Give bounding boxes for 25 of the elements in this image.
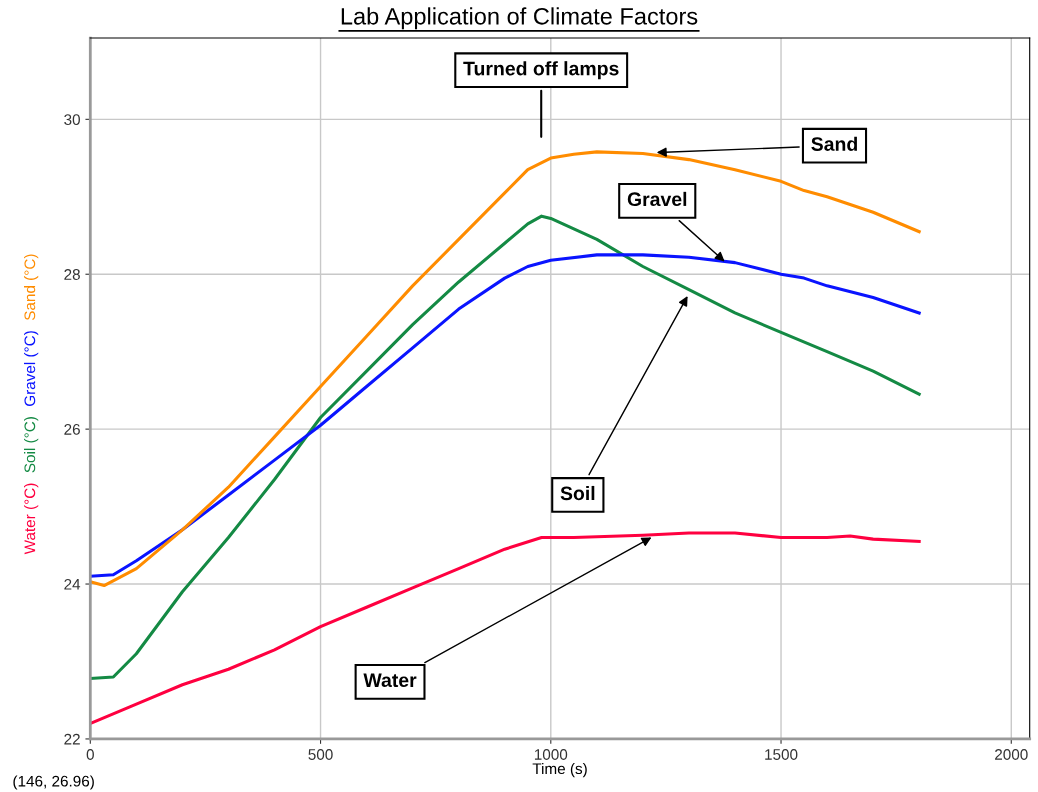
annotation: Turned off lamps — [463, 61, 619, 80]
x-tick-label: 1500 — [765, 749, 798, 760]
line-series — [90, 150, 921, 588]
x-tick-label: 1000 — [534, 749, 568, 760]
x-axis-title: Time (s) — [532, 762, 587, 778]
y-tick-label: 24 — [64, 578, 81, 590]
y-tick-label: 28 — [64, 269, 80, 280]
x-tick-label: 2000 — [995, 749, 1028, 760]
text: Gravel (°C) — [24, 331, 39, 406]
y-tick-label: 22 — [64, 733, 80, 745]
text: Sand (°C) — [24, 254, 39, 321]
text: (146, 26.96) — [13, 775, 94, 790]
annotation: Gravel — [627, 191, 687, 207]
text: Water (°C) — [24, 483, 39, 555]
annotation: Soil — [560, 485, 595, 501]
line-series — [90, 531, 921, 725]
x-tick-label: 0 — [86, 749, 94, 760]
y-tick-label: 30 — [64, 114, 80, 126]
text: Soil (°C) — [24, 417, 39, 473]
line-series — [90, 253, 921, 578]
y-tick-label: 26 — [64, 424, 80, 435]
chart-title: Lab Application of Climate Factors — [341, 7, 698, 30]
annotation: Water — [363, 673, 417, 688]
x-tick-label: 500 — [308, 749, 333, 760]
annotation: Sand — [811, 136, 857, 151]
